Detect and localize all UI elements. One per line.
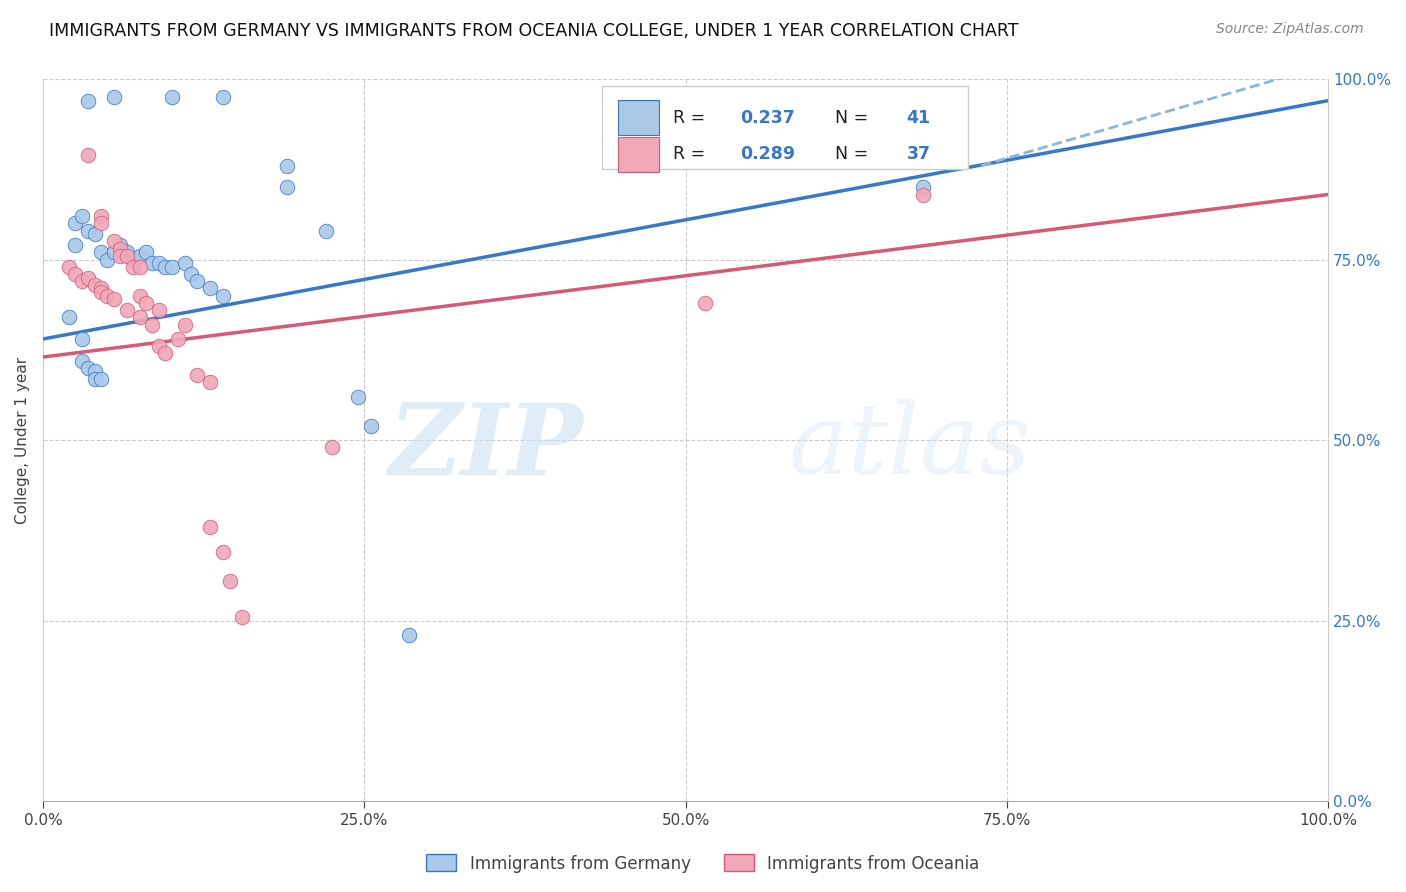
Point	[77, 148, 100, 162]
Bar	[602, 87, 969, 169]
Point	[128, 249, 150, 263]
Point	[218, 574, 240, 588]
Point	[90, 372, 112, 386]
Point	[90, 245, 112, 260]
Point	[90, 281, 112, 295]
Point	[128, 288, 150, 302]
Text: R =: R =	[673, 145, 710, 163]
Point	[212, 545, 235, 559]
Point	[148, 303, 170, 318]
Text: 37: 37	[907, 145, 931, 163]
Point	[115, 245, 138, 260]
Point	[90, 209, 112, 223]
Point	[180, 267, 202, 281]
Point	[148, 339, 170, 353]
Point	[110, 249, 132, 263]
Point	[77, 360, 100, 375]
Point	[231, 610, 253, 624]
Text: R =: R =	[673, 109, 710, 127]
Point	[83, 364, 105, 378]
Point	[83, 227, 105, 242]
Point	[200, 376, 222, 390]
Point	[96, 288, 118, 302]
Point	[212, 288, 235, 302]
Text: 41: 41	[907, 109, 931, 127]
Point	[96, 252, 118, 267]
Point	[173, 256, 195, 270]
Y-axis label: College, Under 1 year: College, Under 1 year	[15, 357, 30, 524]
Point	[77, 270, 100, 285]
Text: IMMIGRANTS FROM GERMANY VS IMMIGRANTS FROM OCEANIA COLLEGE, UNDER 1 YEAR CORRELA: IMMIGRANTS FROM GERMANY VS IMMIGRANTS FR…	[49, 22, 1019, 40]
Text: 0.237: 0.237	[740, 109, 794, 127]
Point	[77, 224, 100, 238]
Point	[693, 296, 716, 310]
Point	[65, 216, 87, 230]
Point	[141, 256, 163, 270]
Point	[90, 285, 112, 299]
Point	[912, 180, 935, 194]
Point	[110, 238, 132, 252]
Point	[155, 346, 177, 360]
Text: 0.289: 0.289	[740, 145, 794, 163]
Point	[745, 108, 768, 122]
Legend: Immigrants from Germany, Immigrants from Oceania: Immigrants from Germany, Immigrants from…	[420, 847, 986, 880]
Point	[160, 90, 183, 104]
Point	[103, 235, 125, 249]
Point	[70, 353, 93, 368]
Point	[115, 249, 138, 263]
Point	[167, 332, 190, 346]
Text: N =: N =	[824, 109, 875, 127]
Point	[65, 238, 87, 252]
Text: atlas: atlas	[789, 400, 1031, 495]
Point	[212, 90, 235, 104]
Point	[70, 274, 93, 288]
Point	[148, 256, 170, 270]
Point	[70, 209, 93, 223]
Point	[321, 440, 343, 454]
Text: N =: N =	[824, 145, 875, 163]
Point	[77, 94, 100, 108]
Point	[186, 368, 208, 382]
Point	[276, 180, 298, 194]
Point	[128, 260, 150, 274]
Text: ZIP: ZIP	[388, 399, 583, 496]
Point	[58, 260, 80, 274]
Point	[103, 292, 125, 306]
Point	[65, 267, 87, 281]
Point	[186, 274, 208, 288]
Point	[200, 281, 222, 295]
Bar	[617, 137, 658, 171]
Point	[347, 390, 370, 404]
Point	[115, 303, 138, 318]
Point	[200, 519, 222, 533]
Point	[90, 216, 112, 230]
Point	[173, 318, 195, 332]
Point	[135, 296, 157, 310]
Point	[276, 159, 298, 173]
Point	[103, 90, 125, 104]
Point	[103, 245, 125, 260]
Point	[122, 252, 145, 267]
Point	[58, 310, 80, 325]
Point	[912, 187, 935, 202]
Point	[135, 245, 157, 260]
Point	[122, 260, 145, 274]
Point	[128, 310, 150, 325]
Text: Source: ZipAtlas.com: Source: ZipAtlas.com	[1216, 22, 1364, 37]
Point	[315, 224, 337, 238]
Point	[155, 260, 177, 274]
Bar	[617, 101, 658, 135]
Point	[160, 260, 183, 274]
Point	[83, 372, 105, 386]
Point	[141, 318, 163, 332]
Point	[360, 418, 382, 433]
Point	[70, 332, 93, 346]
Point	[83, 277, 105, 292]
Point	[398, 628, 420, 642]
Point	[110, 242, 132, 256]
